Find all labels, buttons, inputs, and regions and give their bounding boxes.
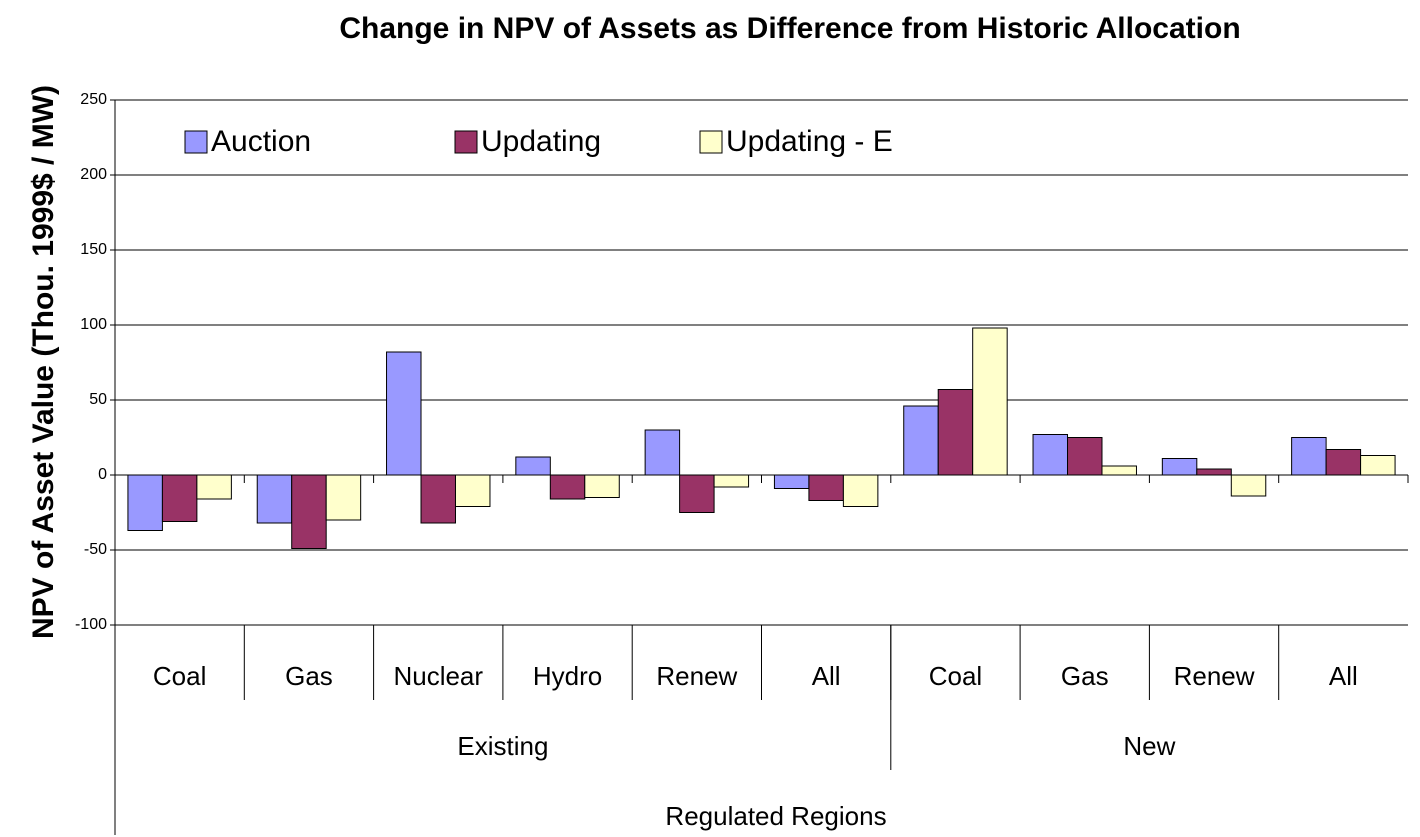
bar (679, 474, 715, 513)
group-label: New (1123, 731, 1175, 761)
bar (291, 474, 327, 549)
y-tick-label: -100 (75, 616, 107, 633)
bar (420, 474, 456, 524)
bar (1196, 468, 1232, 476)
bar (161, 474, 198, 522)
y-tick-label: 100 (80, 316, 107, 333)
legend-label: Updating (481, 125, 601, 158)
x-tick-label: Hydro (533, 661, 602, 691)
x-tick-label: Gas (285, 661, 333, 691)
y-tick-label: 50 (89, 391, 107, 408)
bar (127, 474, 163, 531)
legend-swatch (454, 130, 478, 154)
y-tick-label: -50 (84, 541, 107, 558)
legend-label: Auction (211, 125, 311, 158)
bar (1067, 437, 1103, 476)
x-tick-label: All (1329, 661, 1358, 691)
bar (196, 474, 232, 500)
bar (972, 327, 1008, 476)
bar (386, 351, 422, 476)
chart-title: Change in NPV of Assets as Difference fr… (339, 12, 1240, 45)
y-tick-label: 0 (98, 466, 107, 483)
bar (1101, 465, 1137, 476)
bar (549, 474, 586, 500)
bar (454, 474, 491, 507)
x-tick-label: Renew (656, 661, 737, 691)
bar (1325, 449, 1362, 476)
bar (1360, 455, 1396, 476)
bar (842, 474, 879, 507)
legend-label: Updating - E (726, 125, 893, 158)
legend-swatch (699, 130, 723, 154)
x-tick-label: Coal (153, 661, 206, 691)
bar (903, 405, 939, 476)
bar (644, 429, 681, 476)
x-tick-label: Renew (1174, 661, 1255, 691)
x-tick-label: Coal (929, 661, 982, 691)
y-tick-label: 150 (80, 241, 107, 258)
y-tick-label: 250 (80, 91, 107, 108)
bar (515, 456, 551, 476)
bar (713, 474, 750, 488)
bar (325, 474, 362, 521)
x-tick-label: Gas (1061, 661, 1109, 691)
bar (1291, 437, 1327, 476)
bar (584, 474, 620, 498)
y-tick-label: 200 (80, 166, 107, 183)
x-tick-label: All (812, 661, 841, 691)
bar (1032, 434, 1069, 476)
bar (1161, 458, 1198, 476)
bar (256, 474, 293, 524)
group-label: Existing (457, 731, 548, 761)
bar (937, 389, 974, 476)
bar (808, 474, 844, 501)
legend-swatch (184, 130, 208, 154)
bar (773, 474, 810, 489)
y-axis-title: NPV of Asset Value (Thou. 1999$ / MW) (27, 85, 60, 639)
x-tick-label: Nuclear (393, 661, 483, 691)
bar (1230, 474, 1267, 497)
x-axis-title: Regulated Regions (665, 801, 886, 831)
